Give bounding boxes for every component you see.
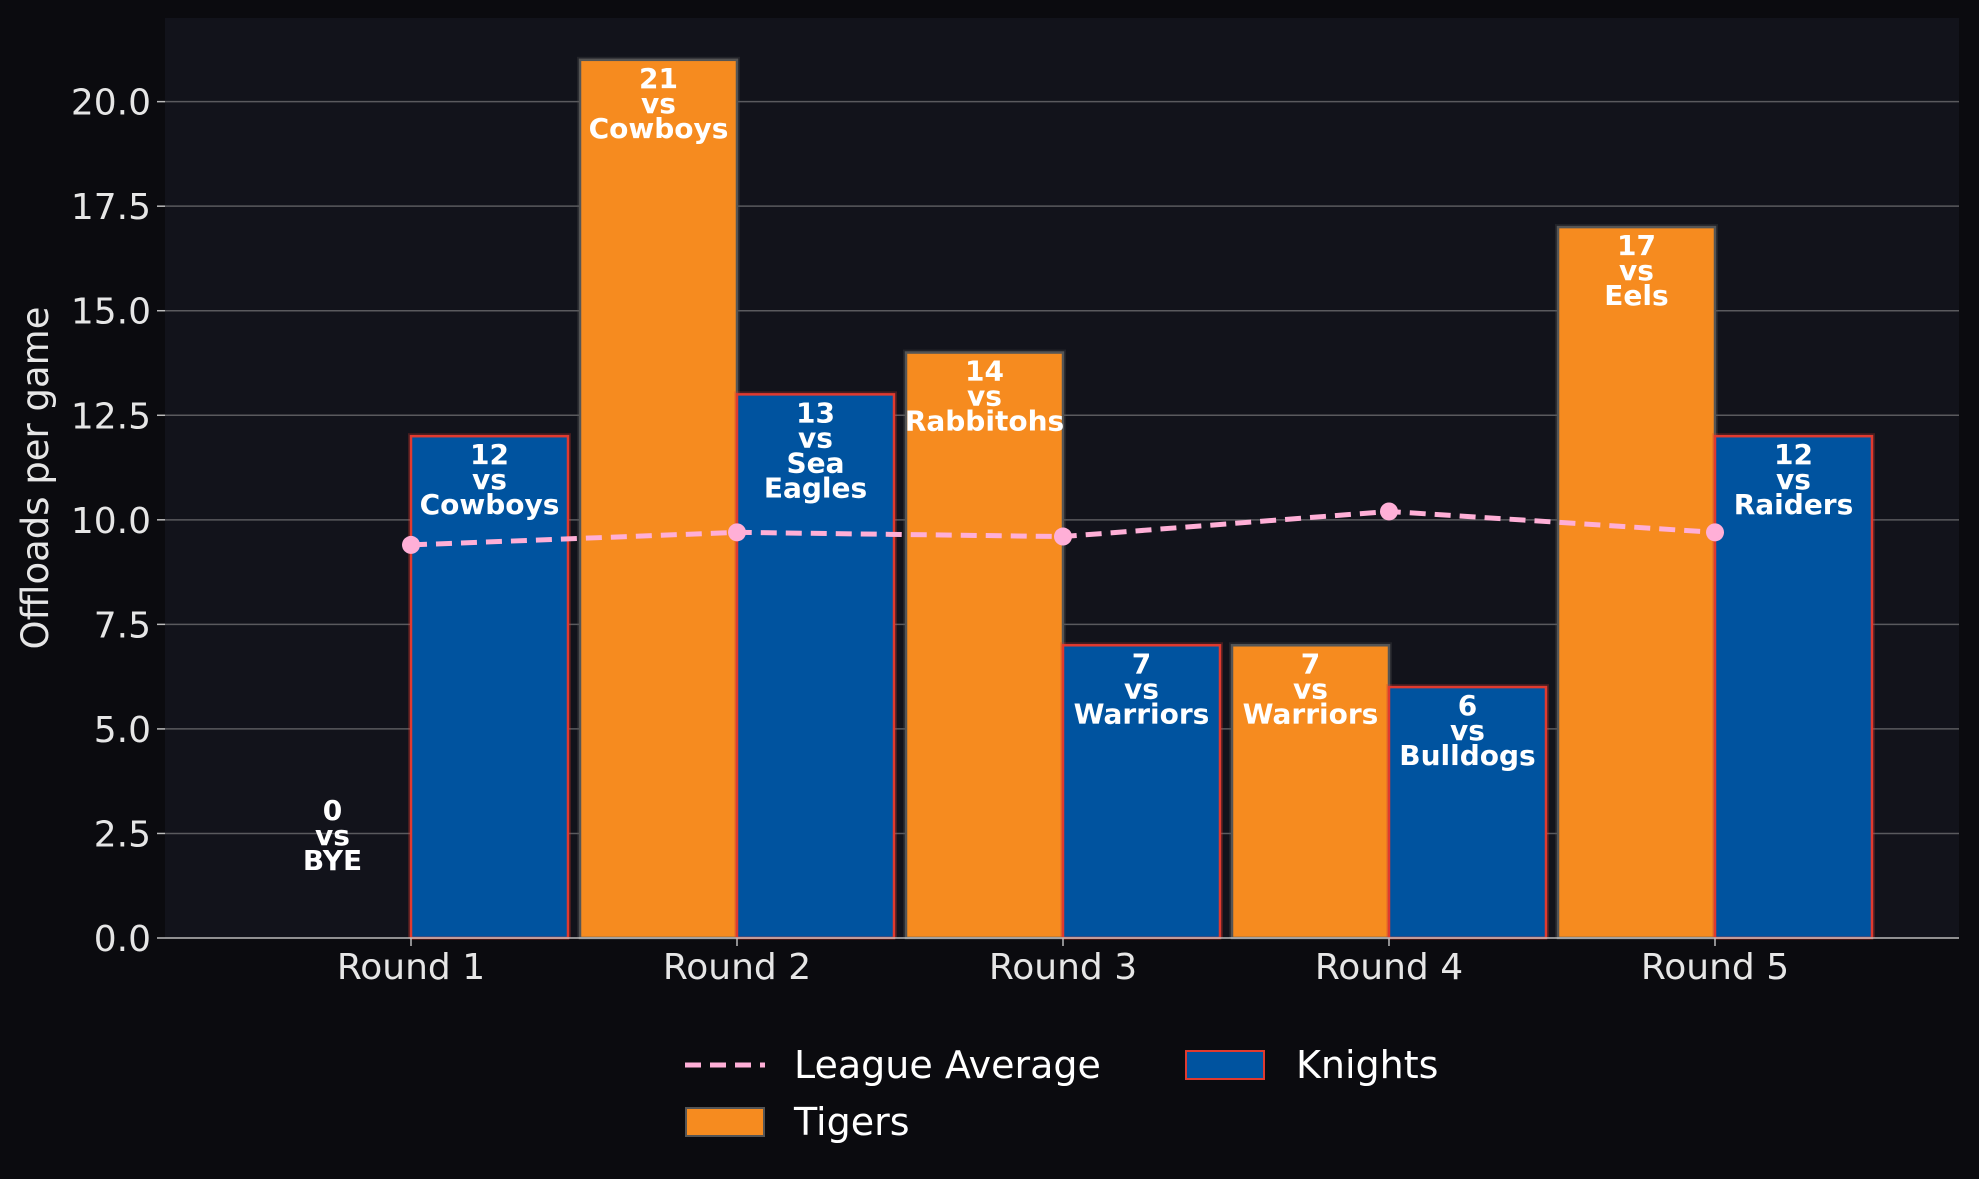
bar-tigers-round-5 <box>1556 225 1717 940</box>
y-axis-label: Offloads per game <box>14 307 57 650</box>
legend-label-tigers: Tigers <box>793 1100 910 1144</box>
y-tick-label: 17.5 <box>71 187 151 228</box>
bar-tigers-round-1-label-line: 0 <box>323 794 342 827</box>
bar-tigers-round-2 <box>578 58 739 940</box>
bar-knights-round-2-label-line: vs <box>798 421 833 454</box>
bar-tigers-round-5-label-line: Eels <box>1604 279 1668 312</box>
bar-tigers-round-2-label-line: Cowboys <box>589 112 729 145</box>
bar-tigers-round-4-label-line: vs <box>1293 672 1328 705</box>
bar-tigers-round-5-label-line: 17 <box>1617 229 1656 262</box>
bar-knights-round-3-label-line: Warriors <box>1074 697 1210 730</box>
bar-labels: 0vsBYE21vsCowboys14vsRabbitohs7vsWarrior… <box>303 62 1853 877</box>
legend-swatch-tigers <box>685 1107 765 1137</box>
bar-knights-round-4-label-line: vs <box>1450 714 1485 747</box>
bar-knights-round-1-label-line: 12 <box>470 438 509 471</box>
bar-tigers-round-3-label-line: 14 <box>965 355 1004 388</box>
league-average-point-round-1 <box>402 535 420 554</box>
bar-knights-round-2-label-line: Sea <box>786 446 844 479</box>
bar-tigers-round-4-label-line: Warriors <box>1243 697 1379 730</box>
y-tick-label: 2.5 <box>94 814 151 855</box>
league-average-point-round-5 <box>1706 523 1724 542</box>
legend-swatch-knights <box>1185 1050 1265 1080</box>
bar-knights-round-4-label-line: 6 <box>1458 689 1477 722</box>
league-average-point-round-2 <box>728 523 746 542</box>
bar-knights-round-3-label-line: vs <box>1124 672 1159 705</box>
bar-tigers-round-2-label-line: vs <box>641 87 676 120</box>
bar-knights-round-5 <box>1713 434 1874 940</box>
y-tick-label: 5.0 <box>94 710 151 751</box>
league-average-point-round-3 <box>1054 527 1072 546</box>
bars <box>408 56 1875 940</box>
y-tick-label: 20.0 <box>71 83 151 124</box>
league-average-line <box>402 502 1724 554</box>
x-tick-label-round-3: Round 3 <box>989 947 1137 988</box>
bar-tigers-round-1-label-line: vs <box>315 819 350 852</box>
bar-tigers-round-3 <box>904 351 1065 940</box>
legend-label-league-average: League Average <box>794 1043 1101 1087</box>
y-tick-label: 0.0 <box>94 919 151 960</box>
bar-knights-round-2 <box>735 393 896 940</box>
bar-knights-round-2-label-line: Eagles <box>764 471 867 504</box>
bar-knights-round-3 <box>1061 644 1222 940</box>
legend: League Average Tigers Knights <box>685 1043 1438 1144</box>
x-tick-label-round-2: Round 2 <box>663 947 811 988</box>
bar-tigers-round-4 <box>1230 644 1391 940</box>
bar-knights-round-5-label-line: Raiders <box>1734 488 1854 521</box>
bar-knights-round-1-label-line: vs <box>472 463 507 496</box>
bar-knights-round-5-label-line: vs <box>1776 463 1811 496</box>
legend-label-knights: Knights <box>1296 1043 1438 1087</box>
bar-knights-round-2-label-line: 13 <box>796 396 835 429</box>
bar-knights-round-4-label-line: Bulldogs <box>1399 739 1535 772</box>
bar-knights-round-5-label-line: 12 <box>1774 438 1813 471</box>
bar-knights-round-3-label-line: 7 <box>1132 647 1151 680</box>
bar-tigers-round-4-label-line: 7 <box>1301 647 1320 680</box>
y-tick-label: 7.5 <box>94 605 151 646</box>
bar-tigers-round-3-label-line: Rabbitohs <box>905 405 1064 438</box>
x-tick-label-round-1: Round 1 <box>337 947 485 988</box>
y-ticks: 0.0 2.5 5.0 7.5 10.0 12.5 15.0 17.5 20.0 <box>71 83 165 960</box>
y-tick-label: 12.5 <box>71 396 151 437</box>
league-average-point-round-4 <box>1380 502 1398 521</box>
bar-tigers-round-2-label-line: 21 <box>639 62 678 95</box>
x-tick-label-round-5: Round 5 <box>1641 947 1789 988</box>
y-tick-label: 15.0 <box>71 292 151 333</box>
bar-tigers-round-5-label-line: vs <box>1619 254 1654 287</box>
bar-tigers-round-3-label-line: vs <box>967 380 1002 413</box>
bar-knights-round-1-label-line: Cowboys <box>420 488 560 521</box>
x-tick-label-round-4: Round 4 <box>1315 947 1463 988</box>
y-tick-label: 10.0 <box>71 501 151 542</box>
x-ticks: Round 1 Round 2 Round 3 Round 4 Round 5 <box>337 938 1789 988</box>
bar-tigers-round-1-label-line: BYE <box>303 844 362 877</box>
